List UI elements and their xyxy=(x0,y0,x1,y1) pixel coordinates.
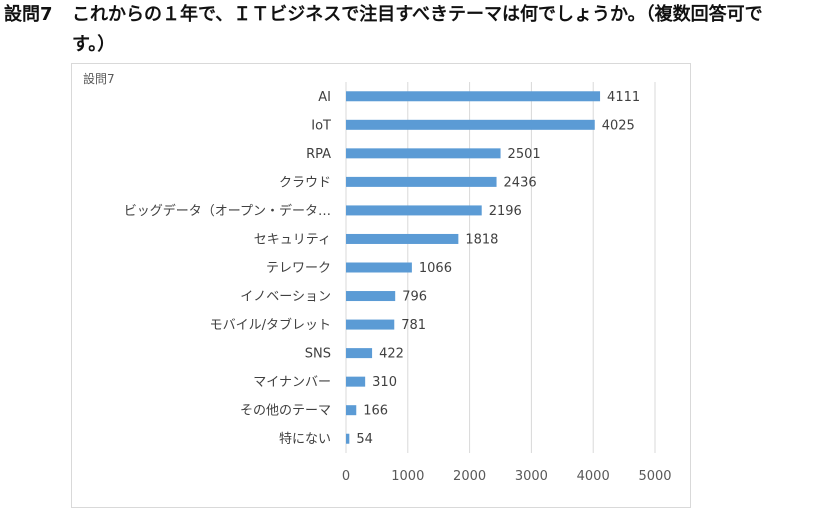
data-label: 796 xyxy=(402,290,427,305)
category-label: イノベーション xyxy=(240,290,331,305)
category-label: IoT xyxy=(311,118,331,133)
category-label: AI xyxy=(318,90,331,105)
bar-7 xyxy=(346,291,396,302)
x-tick-label: 1000 xyxy=(391,469,424,484)
data-label: 422 xyxy=(379,347,404,362)
bar-9 xyxy=(346,348,373,359)
bar-3 xyxy=(346,176,497,187)
question-number: 設問7 xyxy=(4,4,53,25)
category-label: RPA xyxy=(306,147,331,162)
category-label: その他のテーマ xyxy=(240,404,331,419)
bar-8 xyxy=(346,319,395,330)
chart-title: 設問7 xyxy=(83,72,115,86)
data-label: 781 xyxy=(401,318,426,333)
bar-0 xyxy=(346,91,601,102)
category-label: テレワーク xyxy=(266,261,331,276)
bar-6 xyxy=(346,262,412,273)
bar-11 xyxy=(346,405,357,416)
question-text-line1: これからの１年で、ＩＴビジネスで注目すべきテーマは何でしょうか。（複数回答可で xyxy=(72,4,763,25)
category-label: クラウド xyxy=(279,175,331,190)
question-text-line2: す。） xyxy=(72,34,116,55)
x-tick-label: 0 xyxy=(342,469,350,484)
bar-12 xyxy=(346,433,350,444)
category-label: 特にない xyxy=(279,432,331,447)
data-label: 1818 xyxy=(465,232,498,247)
category-label: SNS xyxy=(305,347,331,362)
data-label: 2501 xyxy=(508,147,541,162)
x-tick-label: 4000 xyxy=(577,469,610,484)
category-label: マイナンバー xyxy=(253,375,331,390)
category-label: セキュリティ xyxy=(254,232,331,247)
question-text: これからの１年で、ＩＴビジネスで注目すべきテーマは何でしょうか。（複数回答可で … xyxy=(72,0,820,60)
x-tick-label: 3000 xyxy=(515,469,548,484)
data-label: 310 xyxy=(372,375,397,390)
category-label: モバイル/タブレット xyxy=(210,317,331,333)
data-label: 4025 xyxy=(602,118,635,133)
bar-2 xyxy=(346,148,501,159)
bar-4 xyxy=(346,205,482,216)
x-tick-label: 5000 xyxy=(638,469,671,484)
bar-5 xyxy=(346,233,459,244)
data-label: 2436 xyxy=(504,175,537,190)
data-label: 4111 xyxy=(607,90,640,105)
data-label: 2196 xyxy=(489,204,522,219)
bar-10 xyxy=(346,376,366,387)
chart-frame: 設問7 0 1000 2000 3000 4000 5000 AI 4111 IoT 4025 RP… xyxy=(71,63,691,508)
data-label: 54 xyxy=(356,432,373,447)
bar-chart: 0 1000 2000 3000 4000 5000 AI 4111 IoT 4025 RPA 250… xyxy=(124,82,672,484)
bar-1 xyxy=(346,119,595,130)
x-tick-label: 2000 xyxy=(453,469,486,484)
data-label: 1066 xyxy=(419,261,452,276)
data-label: 166 xyxy=(363,404,388,419)
category-label: ビッグデータ（オープン・データ… xyxy=(124,203,331,219)
